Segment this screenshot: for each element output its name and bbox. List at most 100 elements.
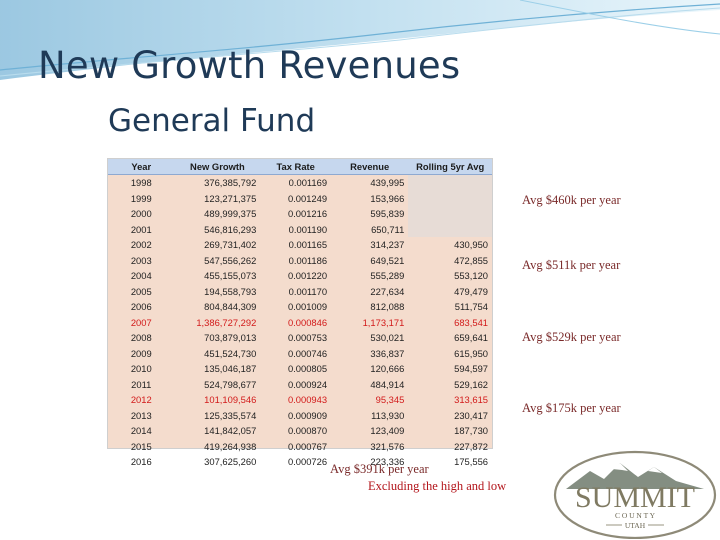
tax-rate-cell: 0.001216 (287, 208, 328, 220)
revenue-cell: 123,409 (370, 425, 405, 437)
year-cell: 1999 (130, 192, 152, 204)
revenue-cell: 595,839 (370, 208, 405, 220)
tax-rate-cell: 0.000753 (287, 332, 328, 344)
table-row: 2012 101,109,546 0.000943 95,345 313,615 (108, 392, 492, 408)
new-growth-cell: 269,731,402 (204, 239, 257, 251)
rolling-avg-cell (408, 206, 492, 222)
new-growth-cell: 419,264,938 (204, 440, 257, 452)
avg-note-3: Avg $529k per year (522, 330, 621, 344)
new-growth-cell: 804,844,309 (204, 301, 257, 313)
revenue-cell: 555,289 (370, 270, 405, 282)
table-body: 1998 376,385,792 0.001169 439,995 1999 123,27… (108, 174, 492, 470)
revenue-cell: 530,021 (370, 332, 405, 344)
revenue-cell: 153,966 (370, 192, 405, 204)
year-cell: 2003 (130, 254, 152, 266)
year-cell: 2015 (130, 440, 152, 452)
tax-rate-cell: 0.001170 (288, 285, 328, 297)
table-row: 2007 1,386,727,292 0.000846 1,173,171 683,54… (108, 315, 492, 331)
revenue-cell: 1,173,171 (362, 316, 405, 328)
excluding-note: Excluding the high and low (368, 479, 507, 493)
rolling-avg-cell: 230,417 (454, 409, 488, 421)
slide-title: New Growth Revenues (38, 44, 461, 87)
header-tax-rate: Tax Rate (260, 159, 332, 175)
table-row: 2005 194,558,793 0.001170 227,634 479,479 (108, 284, 492, 300)
new-growth-cell: 141,842,057 (204, 425, 257, 437)
rolling-avg-cell: 594,597 (454, 363, 488, 375)
revenue-cell: 484,914 (370, 378, 405, 390)
rolling-avg-cell: 529,162 (454, 378, 488, 390)
year-cell: 2011 (131, 378, 152, 390)
summit-county-logo: SUMMIT C O U N T Y UTAH (553, 450, 717, 539)
table-header-row: Year New Growth Tax Rate Revenue Rolling… (108, 159, 492, 175)
avg-note-4: Avg $175k per year (522, 401, 621, 415)
year-cell: 2000 (130, 208, 152, 220)
year-cell: 2005 (130, 285, 152, 297)
slide-subtitle: General Fund (108, 103, 316, 139)
rolling-avg-cell: 313,615 (454, 394, 488, 406)
rolling-avg-cell: 659,641 (454, 332, 488, 344)
revenue-cell: 321,576 (370, 440, 405, 452)
revenue-cell: 227,634 (370, 285, 405, 297)
tax-rate-cell: 0.001009 (287, 301, 328, 313)
new-growth-cell: 376,385,792 (204, 177, 257, 189)
new-growth-cell: 546,816,293 (204, 223, 257, 235)
year-cell: 2004 (130, 270, 152, 282)
new-growth-cell: 703,879,013 (204, 332, 257, 344)
rolling-avg-cell: 553,120 (454, 270, 488, 282)
tax-rate-cell: 0.001249 (287, 192, 328, 204)
new-growth-cell: 547,556,262 (204, 254, 257, 266)
table-row: 2014 141,842,057 0.000870 123,409 187,730 (108, 423, 492, 439)
logo-utah-text: UTAH (625, 521, 646, 530)
year-cell: 2013 (130, 409, 152, 421)
table-row: 2009 451,524,730 0.000746 336,837 615,950 (108, 346, 492, 362)
logo-county-text: C O U N T Y (615, 511, 656, 520)
table-row: 2003 547,556,262 0.001186 649,521 472,855 (108, 253, 492, 269)
year-cell: 1998 (130, 177, 152, 189)
tax-rate-cell: 0.000726 (287, 456, 328, 468)
tax-rate-cell: 0.001186 (288, 254, 328, 266)
tax-rate-cell: 0.001220 (287, 270, 328, 282)
rolling-avg-cell: 511,754 (454, 301, 488, 313)
table-row: 2015 419,264,938 0.000767 321,576 227,872 (108, 439, 492, 455)
rolling-avg-cell: 187,730 (454, 425, 488, 437)
rolling-avg-cell: 615,950 (454, 347, 488, 359)
table-row: 2001 546,816,293 0.001190 650,711 (108, 221, 492, 237)
year-cell: 2016 (130, 456, 152, 468)
tax-rate-cell: 0.000870 (287, 425, 328, 437)
new-growth-cell: 307,625,260 (204, 456, 257, 468)
table-row: 2010 135,046,187 0.000805 120,666 594,597 (108, 361, 492, 377)
revenue-cell: 314,237 (370, 239, 405, 251)
tax-rate-cell: 0.001165 (288, 239, 328, 251)
tax-rate-cell: 0.000943 (287, 394, 328, 406)
year-cell: 2001 (130, 223, 152, 235)
avg-overall-note: Avg $391k per year (330, 462, 429, 476)
new-growth-cell: 135,046,187 (204, 363, 257, 375)
table-row: 2016 307,625,260 0.000726 223,336 175,556 (108, 454, 492, 470)
new-growth-cell: 1,386,727,292 (196, 316, 257, 328)
table-row: 2008 703,879,013 0.000753 530,021 659,641 (108, 330, 492, 346)
table-row: 2000 489,999,375 0.001216 595,839 (108, 206, 492, 222)
year-cell: 2006 (130, 301, 152, 313)
new-growth-cell: 125,335,574 (204, 409, 257, 421)
table-row: 1999 123,271,375 0.001249 153,966 (108, 190, 492, 206)
header-year: Year (108, 159, 175, 175)
year-cell: 2012 (130, 394, 152, 406)
year-cell: 2009 (130, 347, 152, 359)
header-rolling-avg: Rolling 5yr Avg (408, 159, 492, 175)
tax-rate-cell: 0.000909 (287, 409, 328, 421)
new-growth-cell: 123,271,375 (204, 192, 257, 204)
logo-summit-text: SUMMIT (575, 481, 695, 514)
table-row: 2002 269,731,402 0.001165 314,237 430,950 (108, 237, 492, 253)
header-revenue: Revenue (331, 159, 409, 175)
rolling-avg-cell (408, 221, 492, 237)
year-cell: 2008 (130, 332, 152, 344)
new-growth-cell: 524,798,677 (204, 378, 257, 390)
year-cell: 2014 (130, 425, 152, 437)
table-row: 2004 455,155,073 0.001220 555,289 553,120 (108, 268, 492, 284)
rolling-avg-cell: 472,855 (454, 254, 488, 266)
avg-note-1: Avg $460k per year (522, 193, 621, 207)
rolling-avg-cell: 430,950 (454, 239, 488, 251)
rolling-avg-cell: 227,872 (454, 440, 488, 452)
revenue-cell: 650,711 (371, 223, 405, 235)
year-cell: 2002 (130, 239, 152, 251)
